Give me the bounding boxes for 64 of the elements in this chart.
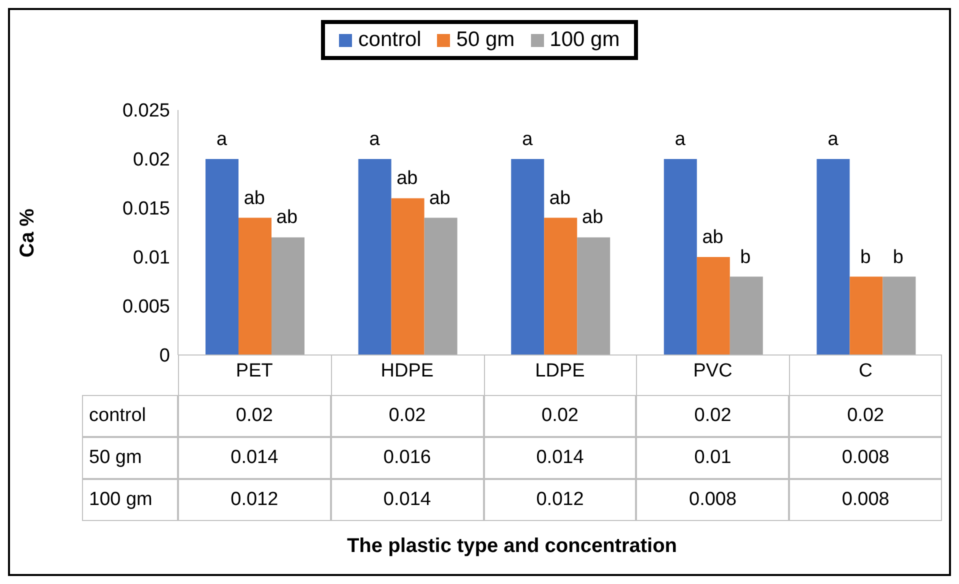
annotation: a <box>828 129 838 151</box>
annotation: ab <box>702 227 724 249</box>
annotation: a <box>674 129 686 151</box>
data-label: 0.012 <box>178 479 331 521</box>
x-tick-label: PVC <box>693 360 732 382</box>
data-label: 0.012 <box>484 479 636 521</box>
data-label: 0.008 <box>789 479 942 521</box>
y-tick-label: 0 <box>159 346 170 367</box>
x-tick-label: C <box>858 360 872 382</box>
bar <box>730 276 763 355</box>
x-tick-label: HDPE <box>380 360 434 382</box>
data-label: 0.014 <box>178 437 331 479</box>
bar <box>391 198 424 355</box>
x-tick-label: PET <box>236 360 274 382</box>
data-label: 0.008 <box>789 437 942 479</box>
text: 100 gm <box>89 489 152 510</box>
legend-label: 100 gm <box>550 28 620 52</box>
annotation: ab <box>396 168 418 190</box>
bar <box>206 159 239 355</box>
annotation: ab <box>429 188 450 210</box>
data-label: 0.01 <box>636 437 790 479</box>
bar <box>850 276 883 355</box>
annotation: ab <box>276 207 298 230</box>
text: 50 gm <box>89 447 142 468</box>
data-label: 0.02 <box>636 395 790 437</box>
bar <box>544 218 578 355</box>
bar <box>424 218 458 355</box>
bar <box>577 237 610 355</box>
bar <box>696 257 730 355</box>
annotation: b <box>860 246 871 269</box>
y-tick-label: 0.015 <box>122 198 170 220</box>
data-label: 0.02 <box>484 395 636 437</box>
data-label: 0.02 <box>789 395 942 437</box>
data-label: 0.02 <box>178 395 331 437</box>
annotation: ab <box>582 207 604 230</box>
annotation: a <box>216 129 228 151</box>
data-label: 0.014 <box>484 437 636 479</box>
bar <box>272 237 305 355</box>
data-label: 0.016 <box>330 437 484 479</box>
text: control <box>89 405 146 426</box>
y-tick-label: 0.02 <box>133 150 170 171</box>
y-tick-label: 0.005 <box>122 296 170 318</box>
x-tick-label: LDPE <box>535 360 585 382</box>
legend-label: control <box>358 28 422 52</box>
legend-label: 50 gm <box>456 28 515 52</box>
bar <box>664 159 697 355</box>
bar <box>358 159 392 355</box>
bar <box>238 218 272 355</box>
data-label: 0.008 <box>636 479 790 521</box>
annotation: a <box>522 129 533 151</box>
data-label: 0.014 <box>330 479 484 521</box>
bar <box>511 159 544 355</box>
y-tick-label: 0.025 <box>122 100 170 122</box>
bar <box>882 276 916 355</box>
y-axis-title: Ca % <box>16 208 40 257</box>
annotation: ab <box>244 188 265 210</box>
annotation: b <box>740 246 751 269</box>
annotation: b <box>892 246 904 269</box>
y-tick-label: 0.01 <box>133 248 170 269</box>
annotation: ab <box>549 188 571 210</box>
text: The plastic type and concentration <box>346 535 678 558</box>
annotation: a <box>369 129 380 151</box>
bar <box>816 159 850 355</box>
data-label: 0.02 <box>330 395 484 437</box>
